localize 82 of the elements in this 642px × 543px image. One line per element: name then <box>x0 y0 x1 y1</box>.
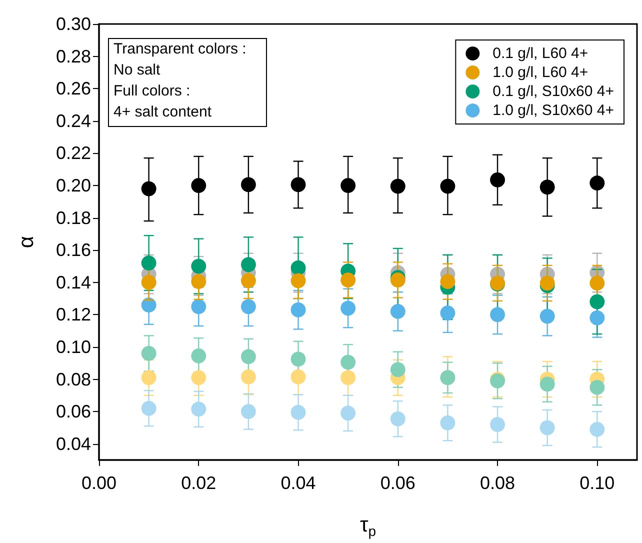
point <box>390 411 406 426</box>
point <box>590 294 605 310</box>
point <box>191 370 206 386</box>
point <box>590 310 605 326</box>
y-tick-label: 0.06 <box>56 402 91 422</box>
point <box>141 346 156 361</box>
point <box>340 406 356 421</box>
point <box>240 299 256 314</box>
point <box>240 273 256 288</box>
legend-label: 0.1 g/l, S10x60 4+ <box>492 83 614 100</box>
point <box>240 369 256 384</box>
point <box>191 178 206 193</box>
point <box>390 178 406 194</box>
x-tick-label: 0.04 <box>280 473 316 493</box>
point <box>191 348 206 364</box>
x-tick-label: 0.08 <box>480 473 516 493</box>
point <box>290 352 306 367</box>
point <box>290 404 306 420</box>
point <box>490 307 506 322</box>
y-tick-label: 0.08 <box>56 369 91 390</box>
point <box>240 404 256 420</box>
point <box>540 180 555 195</box>
y-tick-label: 0.22 <box>56 143 91 164</box>
point <box>540 420 555 436</box>
annotation: Transparent colors : <box>114 40 246 58</box>
point <box>490 416 506 432</box>
legend-label: 1.0 g/l, S10x60 4+ <box>492 102 614 119</box>
point <box>440 415 456 430</box>
point <box>290 369 306 384</box>
point <box>590 422 605 437</box>
point <box>340 370 356 386</box>
point <box>141 370 156 386</box>
point <box>141 181 156 196</box>
point <box>440 178 456 194</box>
point <box>540 376 555 392</box>
y-tick-label: 0.30 <box>56 14 91 34</box>
point <box>390 304 406 319</box>
y-tick-label: 0.24 <box>56 110 91 131</box>
y-tick-label: 0.18 <box>56 208 91 228</box>
y-tick-label: 0.04 <box>56 434 91 454</box>
point <box>490 172 506 188</box>
point <box>440 274 456 290</box>
point <box>141 255 156 270</box>
y-axis-title: α <box>15 236 38 248</box>
legend-label: 0.1 g/l, L60 4+ <box>492 45 588 62</box>
point <box>141 400 156 416</box>
point <box>340 300 356 316</box>
point <box>191 299 206 314</box>
point <box>191 258 206 274</box>
point <box>590 380 605 395</box>
point <box>390 362 406 378</box>
y-tick-label: 0.16 <box>56 240 91 260</box>
annotation: No salt <box>114 62 162 78</box>
y-tick-label: 0.26 <box>56 78 91 99</box>
y-tick-label: 0.20 <box>56 175 91 196</box>
x-tick-label: 0.10 <box>580 473 615 493</box>
x-tick-label: 0.00 <box>81 473 117 493</box>
y-tick-label: 0.14 <box>56 272 91 292</box>
point <box>240 349 256 364</box>
point <box>340 178 356 193</box>
point <box>240 177 256 192</box>
point <box>290 302 306 318</box>
point <box>540 308 555 324</box>
point <box>440 306 456 321</box>
point <box>340 272 356 288</box>
point <box>191 274 206 290</box>
point <box>340 354 356 370</box>
y-tick-label: 0.12 <box>56 304 91 325</box>
x-tick-label: 0.06 <box>380 473 416 493</box>
annotation: Full colors : <box>114 82 190 100</box>
point <box>290 177 306 192</box>
point <box>590 176 605 191</box>
point <box>141 274 156 290</box>
y-tick-label: 0.28 <box>56 46 91 66</box>
x-tick-label: 0.02 <box>181 473 216 493</box>
point <box>191 402 206 417</box>
y-tick-label: 0.10 <box>56 336 91 357</box>
point <box>240 257 256 272</box>
annotation: 4+ salt content <box>114 104 212 120</box>
point <box>590 276 605 291</box>
point <box>141 297 156 312</box>
legend-label: 1.0 g/l, L60 4+ <box>492 64 588 81</box>
